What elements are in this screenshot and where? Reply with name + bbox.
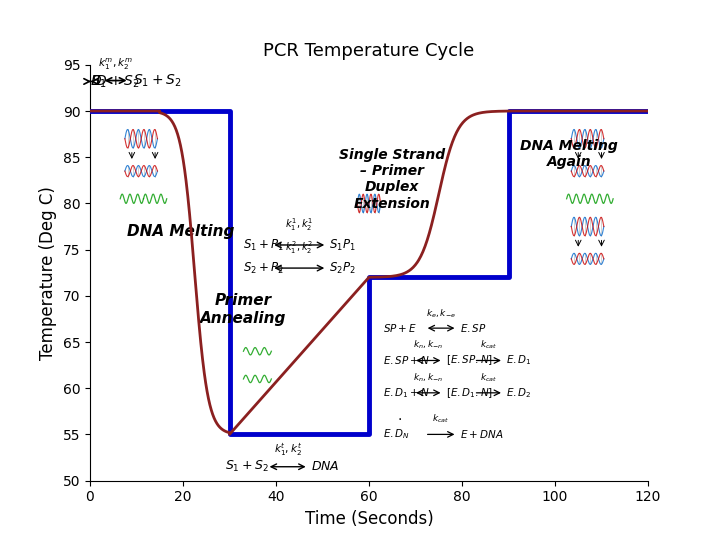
Text: $[E.D_1.N]$: $[E.D_1.N]$ — [446, 386, 493, 400]
Text: $E.D_N$: $E.D_N$ — [383, 428, 410, 441]
Text: $E.D_1 + N$: $E.D_1 + N$ — [383, 386, 430, 400]
Text: $k_1^m,k_2^m$: $k_1^m,k_2^m$ — [98, 57, 133, 72]
Text: Single Strand
– Primer
Duplex
Extension: Single Strand – Primer Duplex Extension — [339, 148, 445, 211]
Text: $S_1 + S_2$: $S_1 + S_2$ — [91, 73, 140, 90]
Text: $k_1^t, k_2^t$: $k_1^t, k_2^t$ — [274, 441, 302, 457]
Text: $k_1^2, k_2^2$: $k_1^2, k_2^2$ — [285, 239, 313, 256]
Text: $S_2 + P_2$: $S_2 + P_2$ — [243, 260, 284, 275]
Text: $k_n, k_{-n}$: $k_n, k_{-n}$ — [413, 339, 443, 351]
Text: $E.SP$: $E.SP$ — [459, 322, 487, 334]
Title: PCR Temperature Cycle: PCR Temperature Cycle — [264, 43, 474, 60]
Text: $S_1 + S_2$: $S_1 + S_2$ — [132, 72, 181, 89]
Text: $S_1P_1$: $S_1P_1$ — [330, 238, 356, 253]
Text: DNA Melting: DNA Melting — [127, 224, 235, 239]
Text: $DNA$: $DNA$ — [311, 460, 340, 473]
Text: $E.SP + N$: $E.SP + N$ — [383, 354, 430, 367]
Text: $SP + E$: $SP + E$ — [383, 322, 417, 334]
Text: $k_{cat}$: $k_{cat}$ — [433, 413, 450, 425]
Y-axis label: Temperature (Deg C): Temperature (Deg C) — [39, 186, 57, 360]
Text: Primer
Annealing: Primer Annealing — [200, 293, 287, 326]
Text: $k_{cat}$: $k_{cat}$ — [480, 371, 497, 383]
Text: $S_2P_2$: $S_2P_2$ — [330, 260, 356, 275]
Text: DNA Melting
Again: DNA Melting Again — [520, 139, 618, 169]
Text: $k_{cat}$: $k_{cat}$ — [480, 339, 497, 351]
X-axis label: Time (Seconds): Time (Seconds) — [305, 510, 433, 528]
Text: $D$: $D$ — [94, 73, 107, 87]
Text: $E.D_2$: $E.D_2$ — [506, 386, 532, 400]
Text: $S_1 + P_1$: $S_1 + P_1$ — [243, 238, 284, 253]
Text: $k_n, k_{-n}$: $k_n, k_{-n}$ — [413, 371, 443, 383]
Text: $k_e, k_{-e}$: $k_e, k_{-e}$ — [426, 307, 456, 320]
Text: $E + DNA$: $E + DNA$ — [459, 428, 503, 441]
Text: $D$: $D$ — [90, 75, 102, 89]
Text: $[E.SP.N]$: $[E.SP.N]$ — [446, 354, 492, 367]
Text: $.$: $.$ — [397, 409, 402, 423]
Text: $k_1^1, k_2^1$: $k_1^1, k_2^1$ — [285, 216, 313, 233]
Text: $S_1 + S_2$: $S_1 + S_2$ — [225, 459, 269, 474]
Text: $E.D_1$: $E.D_1$ — [506, 354, 532, 367]
